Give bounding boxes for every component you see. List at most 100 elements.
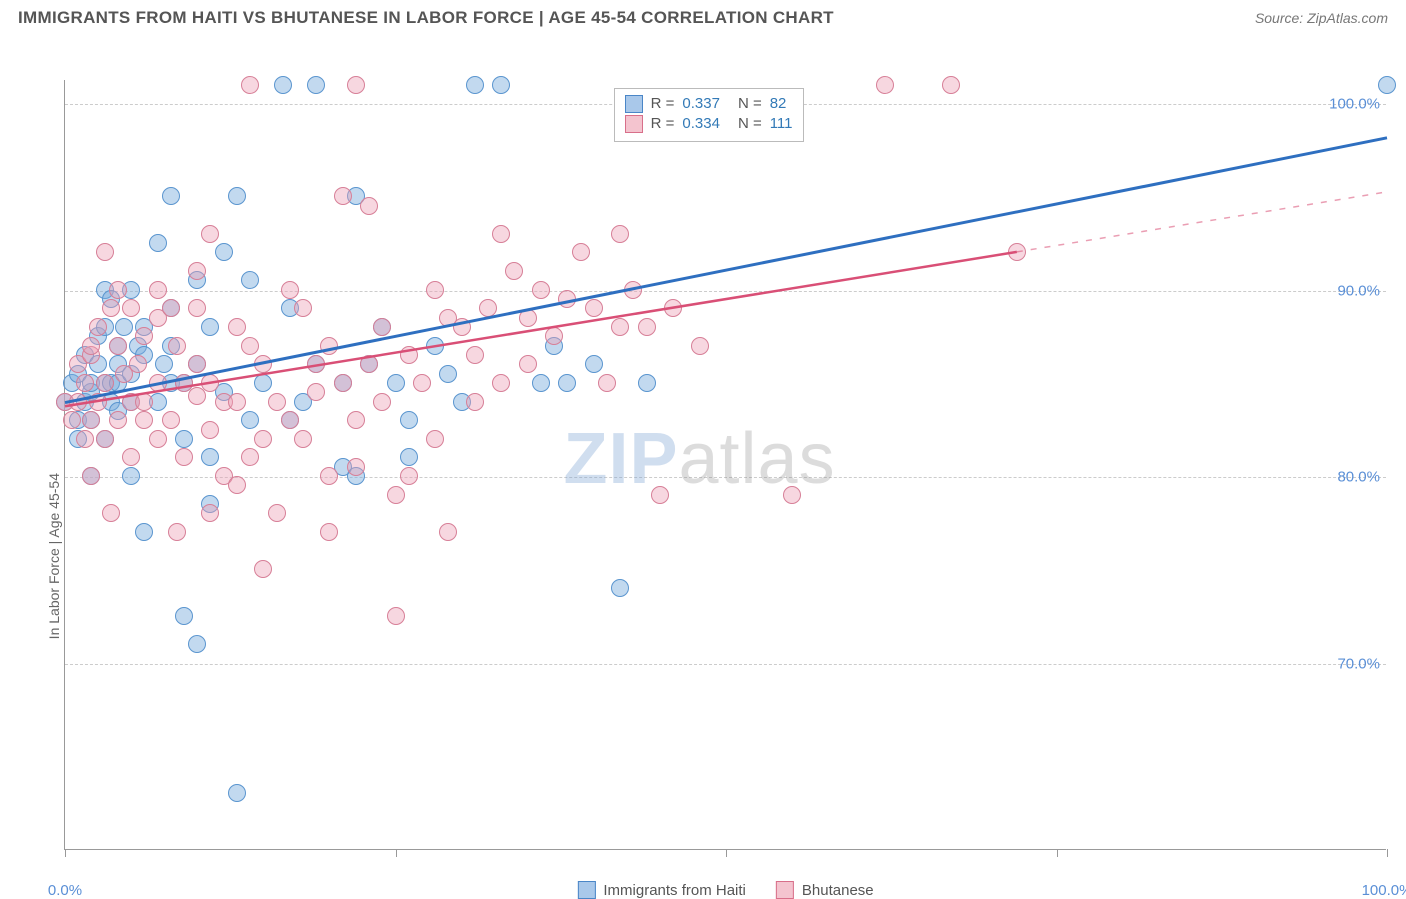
data-point: [109, 281, 127, 299]
data-point: [558, 374, 576, 392]
data-point: [162, 299, 180, 317]
y-tick-label: 70.0%: [1337, 655, 1380, 672]
data-point: [188, 635, 206, 653]
data-point: [135, 393, 153, 411]
data-point: [215, 243, 233, 261]
data-point: [96, 243, 114, 261]
data-point: [228, 784, 246, 802]
data-point: [942, 76, 960, 94]
data-point: [122, 448, 140, 466]
legend-swatch: [625, 95, 643, 113]
data-point: [585, 299, 603, 317]
data-point: [96, 374, 114, 392]
data-point: [294, 430, 312, 448]
data-point: [254, 374, 272, 392]
data-point: [281, 411, 299, 429]
data-point: [334, 187, 352, 205]
source-attribution: Source: ZipAtlas.com: [1255, 10, 1388, 26]
data-point: [558, 290, 576, 308]
data-point: [453, 318, 471, 336]
data-point: [175, 430, 193, 448]
x-tick-label: 100.0%: [1362, 882, 1406, 899]
gridline-h: [65, 664, 1386, 665]
data-point: [188, 299, 206, 317]
data-point: [492, 76, 510, 94]
data-point: [102, 299, 120, 317]
data-point: [109, 337, 127, 355]
data-point: [492, 374, 510, 392]
data-point: [241, 411, 259, 429]
data-point: [307, 355, 325, 373]
data-point: [1378, 76, 1396, 94]
data-point: [115, 318, 133, 336]
data-point: [129, 355, 147, 373]
data-point: [611, 579, 629, 597]
data-point: [201, 318, 219, 336]
data-point: [274, 76, 292, 94]
data-point: [585, 355, 603, 373]
data-point: [519, 309, 537, 327]
data-point: [439, 365, 457, 383]
data-point: [162, 411, 180, 429]
data-point: [135, 411, 153, 429]
gridline-h: [65, 477, 1386, 478]
data-point: [611, 318, 629, 336]
data-point: [109, 411, 127, 429]
data-point: [598, 374, 616, 392]
data-point: [334, 374, 352, 392]
data-point: [228, 318, 246, 336]
r-label: R =: [651, 115, 675, 132]
data-point: [82, 337, 100, 355]
data-point: [281, 281, 299, 299]
chart-title: IMMIGRANTS FROM HAITI VS BHUTANESE IN LA…: [18, 8, 834, 28]
data-point: [347, 458, 365, 476]
y-tick-label: 80.0%: [1337, 469, 1380, 486]
data-point: [611, 225, 629, 243]
data-point: [149, 430, 167, 448]
y-axis-label: In Labor Force | Age 45-54: [46, 473, 62, 639]
data-point: [201, 225, 219, 243]
data-point: [373, 318, 391, 336]
data-point: [175, 607, 193, 625]
data-point: [254, 355, 272, 373]
data-point: [360, 355, 378, 373]
x-tick: [396, 849, 397, 857]
data-point: [519, 355, 537, 373]
data-point: [149, 374, 167, 392]
data-point: [228, 187, 246, 205]
data-point: [241, 271, 259, 289]
data-point: [241, 337, 259, 355]
n-value: 82: [770, 95, 787, 112]
data-point: [69, 393, 87, 411]
data-point: [307, 383, 325, 401]
data-point: [347, 411, 365, 429]
data-point: [228, 476, 246, 494]
r-label: R =: [651, 95, 675, 112]
n-label: N =: [738, 95, 762, 112]
data-point: [691, 337, 709, 355]
data-point: [876, 76, 894, 94]
legend-item: Immigrants from Haiti: [577, 881, 746, 899]
data-point: [400, 346, 418, 364]
data-point: [254, 430, 272, 448]
data-point: [572, 243, 590, 261]
trend-lines: [65, 80, 1387, 850]
data-point: [241, 76, 259, 94]
data-point: [188, 262, 206, 280]
data-point: [168, 523, 186, 541]
stats-legend: R =0.337N =82R =0.334N =111: [614, 88, 804, 142]
data-point: [426, 337, 444, 355]
data-point: [624, 281, 642, 299]
data-point: [155, 355, 173, 373]
data-point: [1008, 243, 1026, 261]
data-point: [373, 393, 391, 411]
legend-swatch: [625, 115, 643, 133]
data-point: [638, 318, 656, 336]
gridline-h: [65, 291, 1386, 292]
data-point: [254, 560, 272, 578]
plot-area: 70.0%80.0%90.0%100.0%0.0%100.0%ZIPatlasR…: [64, 80, 1386, 850]
data-point: [201, 421, 219, 439]
data-point: [320, 467, 338, 485]
data-point: [545, 327, 563, 345]
data-point: [664, 299, 682, 317]
